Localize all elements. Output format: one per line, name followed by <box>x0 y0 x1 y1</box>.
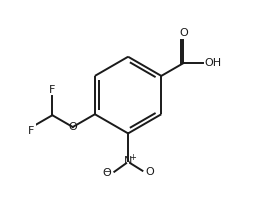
Text: O: O <box>145 167 154 177</box>
Text: OH: OH <box>204 58 221 68</box>
Text: +: + <box>129 153 136 162</box>
Text: O: O <box>179 28 188 38</box>
Text: −: − <box>103 167 111 175</box>
Text: O: O <box>68 122 77 132</box>
Text: O: O <box>102 168 111 178</box>
Text: F: F <box>49 85 55 95</box>
Text: F: F <box>28 126 34 136</box>
Text: N: N <box>124 156 132 166</box>
